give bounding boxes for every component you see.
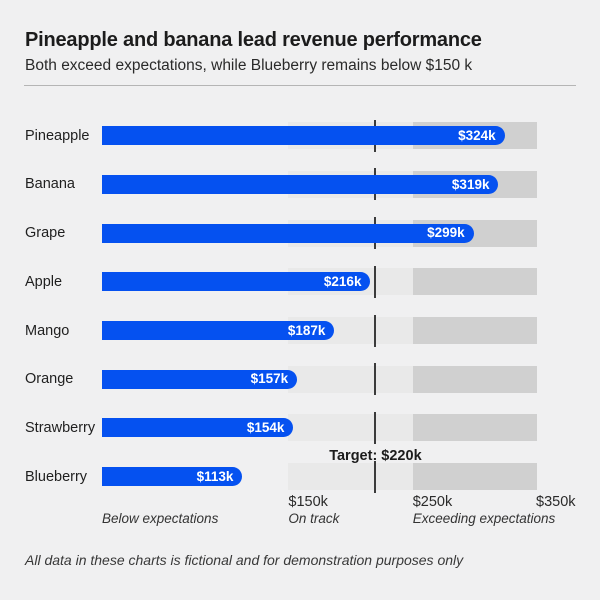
zone-label: Below expectations [102, 511, 219, 526]
category-label: Strawberry [25, 419, 96, 436]
revenue-bar: $187k [102, 321, 335, 340]
zone-band-exceeding [412, 365, 537, 393]
chart-subtitle: Both exceed expectations, while Blueberr… [25, 57, 473, 74]
zone-label: Exceeding expectations [412, 511, 556, 526]
revenue-bar: $157k [102, 369, 298, 389]
zone-band-on-track [288, 463, 413, 491]
bar-value-label: $157k [250, 371, 289, 387]
axis-tick-label: $250k [412, 494, 453, 510]
category-label: Grape [25, 225, 66, 242]
revenue-bar: $324k [102, 126, 505, 146]
bar-value-label: $319k [451, 176, 490, 192]
zone-band-exceeding [412, 463, 537, 491]
revenue-bar: $154k [102, 418, 294, 438]
bar-value-label: $216k [323, 274, 362, 290]
revenue-bar: $216k [102, 272, 371, 292]
category-label: Apple [25, 273, 63, 290]
target-tick [374, 314, 377, 347]
bar-value-label: $187k [287, 322, 326, 338]
category-label: Pineapple [25, 127, 90, 144]
category-label: Blueberry [25, 468, 88, 485]
footnote: All data in these charts is fictional an… [25, 552, 464, 568]
zone-band-exceeding [412, 414, 537, 442]
zone-band-on-track [288, 365, 413, 393]
zone-band-exceeding [412, 268, 537, 296]
bar-value-label: $324k [458, 127, 496, 143]
bar-value-label: $154k [246, 420, 285, 436]
target-tick [374, 460, 377, 493]
target-tick [374, 411, 377, 444]
axis-tick-label: $350k [536, 494, 576, 510]
bar-value-label: $299k [427, 225, 465, 241]
category-label: Mango [25, 322, 70, 339]
zone-band-exceeding [412, 317, 537, 344]
header-divider [24, 85, 576, 86]
zone-band-on-track [288, 414, 413, 442]
category-label: Orange [25, 371, 74, 388]
zone-label: On track [288, 511, 340, 526]
category-label: Banana [25, 176, 75, 193]
revenue-bar: $299k [102, 223, 474, 243]
target-tick [374, 265, 377, 298]
bar-value-label: $113k [196, 468, 234, 484]
target-tick [374, 363, 377, 396]
revenue-bar: $319k [102, 174, 499, 194]
chart-title: Pineapple and banana lead revenue perfor… [25, 29, 482, 51]
axis-tick-label: $150k [288, 494, 328, 510]
target-label: Target: $220k [329, 448, 422, 464]
revenue-bar: $113k [102, 467, 243, 487]
